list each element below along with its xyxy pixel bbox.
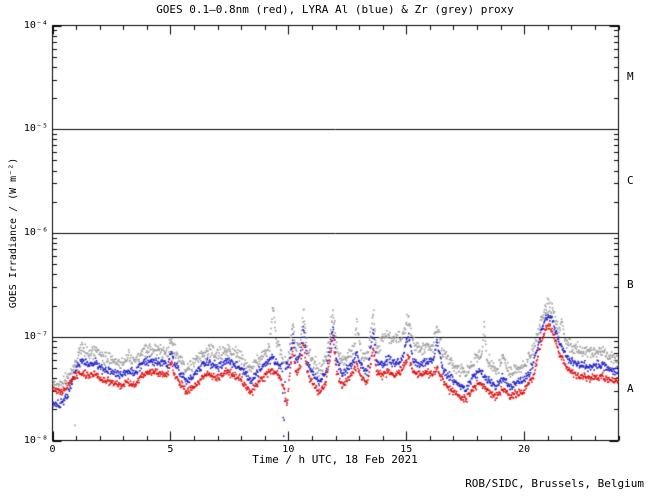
x-axis-label: Time / h UTC, 18 Feb 2021 (252, 453, 418, 466)
y-tick-label: 10⁻⁴ (23, 19, 48, 31)
flare-class-label: A (627, 381, 634, 395)
x-tick-label: 5 (167, 444, 174, 455)
chart-title: GOES 0.1–0.8nm (red), LYRA Al (blue) & Z… (156, 3, 514, 16)
credit-text: ROB/SIDC, Brussels, Belgium (465, 477, 644, 490)
y-tick-label: 10⁻⁵ (23, 123, 48, 135)
x-tick-label: 20 (518, 444, 531, 455)
x-tick-label: 10 (282, 444, 295, 455)
y-tick-label: 10⁻⁸ (23, 434, 48, 446)
y-tick-label: 10⁻⁶ (23, 227, 48, 238)
y-tick-label: 10⁻⁷ (23, 330, 48, 342)
x-tick-label: 0 (49, 444, 56, 455)
flare-class-label: B (627, 277, 634, 291)
flare-class-label: M (627, 70, 634, 84)
x-tick-label: 15 (400, 444, 413, 455)
flare-class-label: C (627, 174, 634, 188)
